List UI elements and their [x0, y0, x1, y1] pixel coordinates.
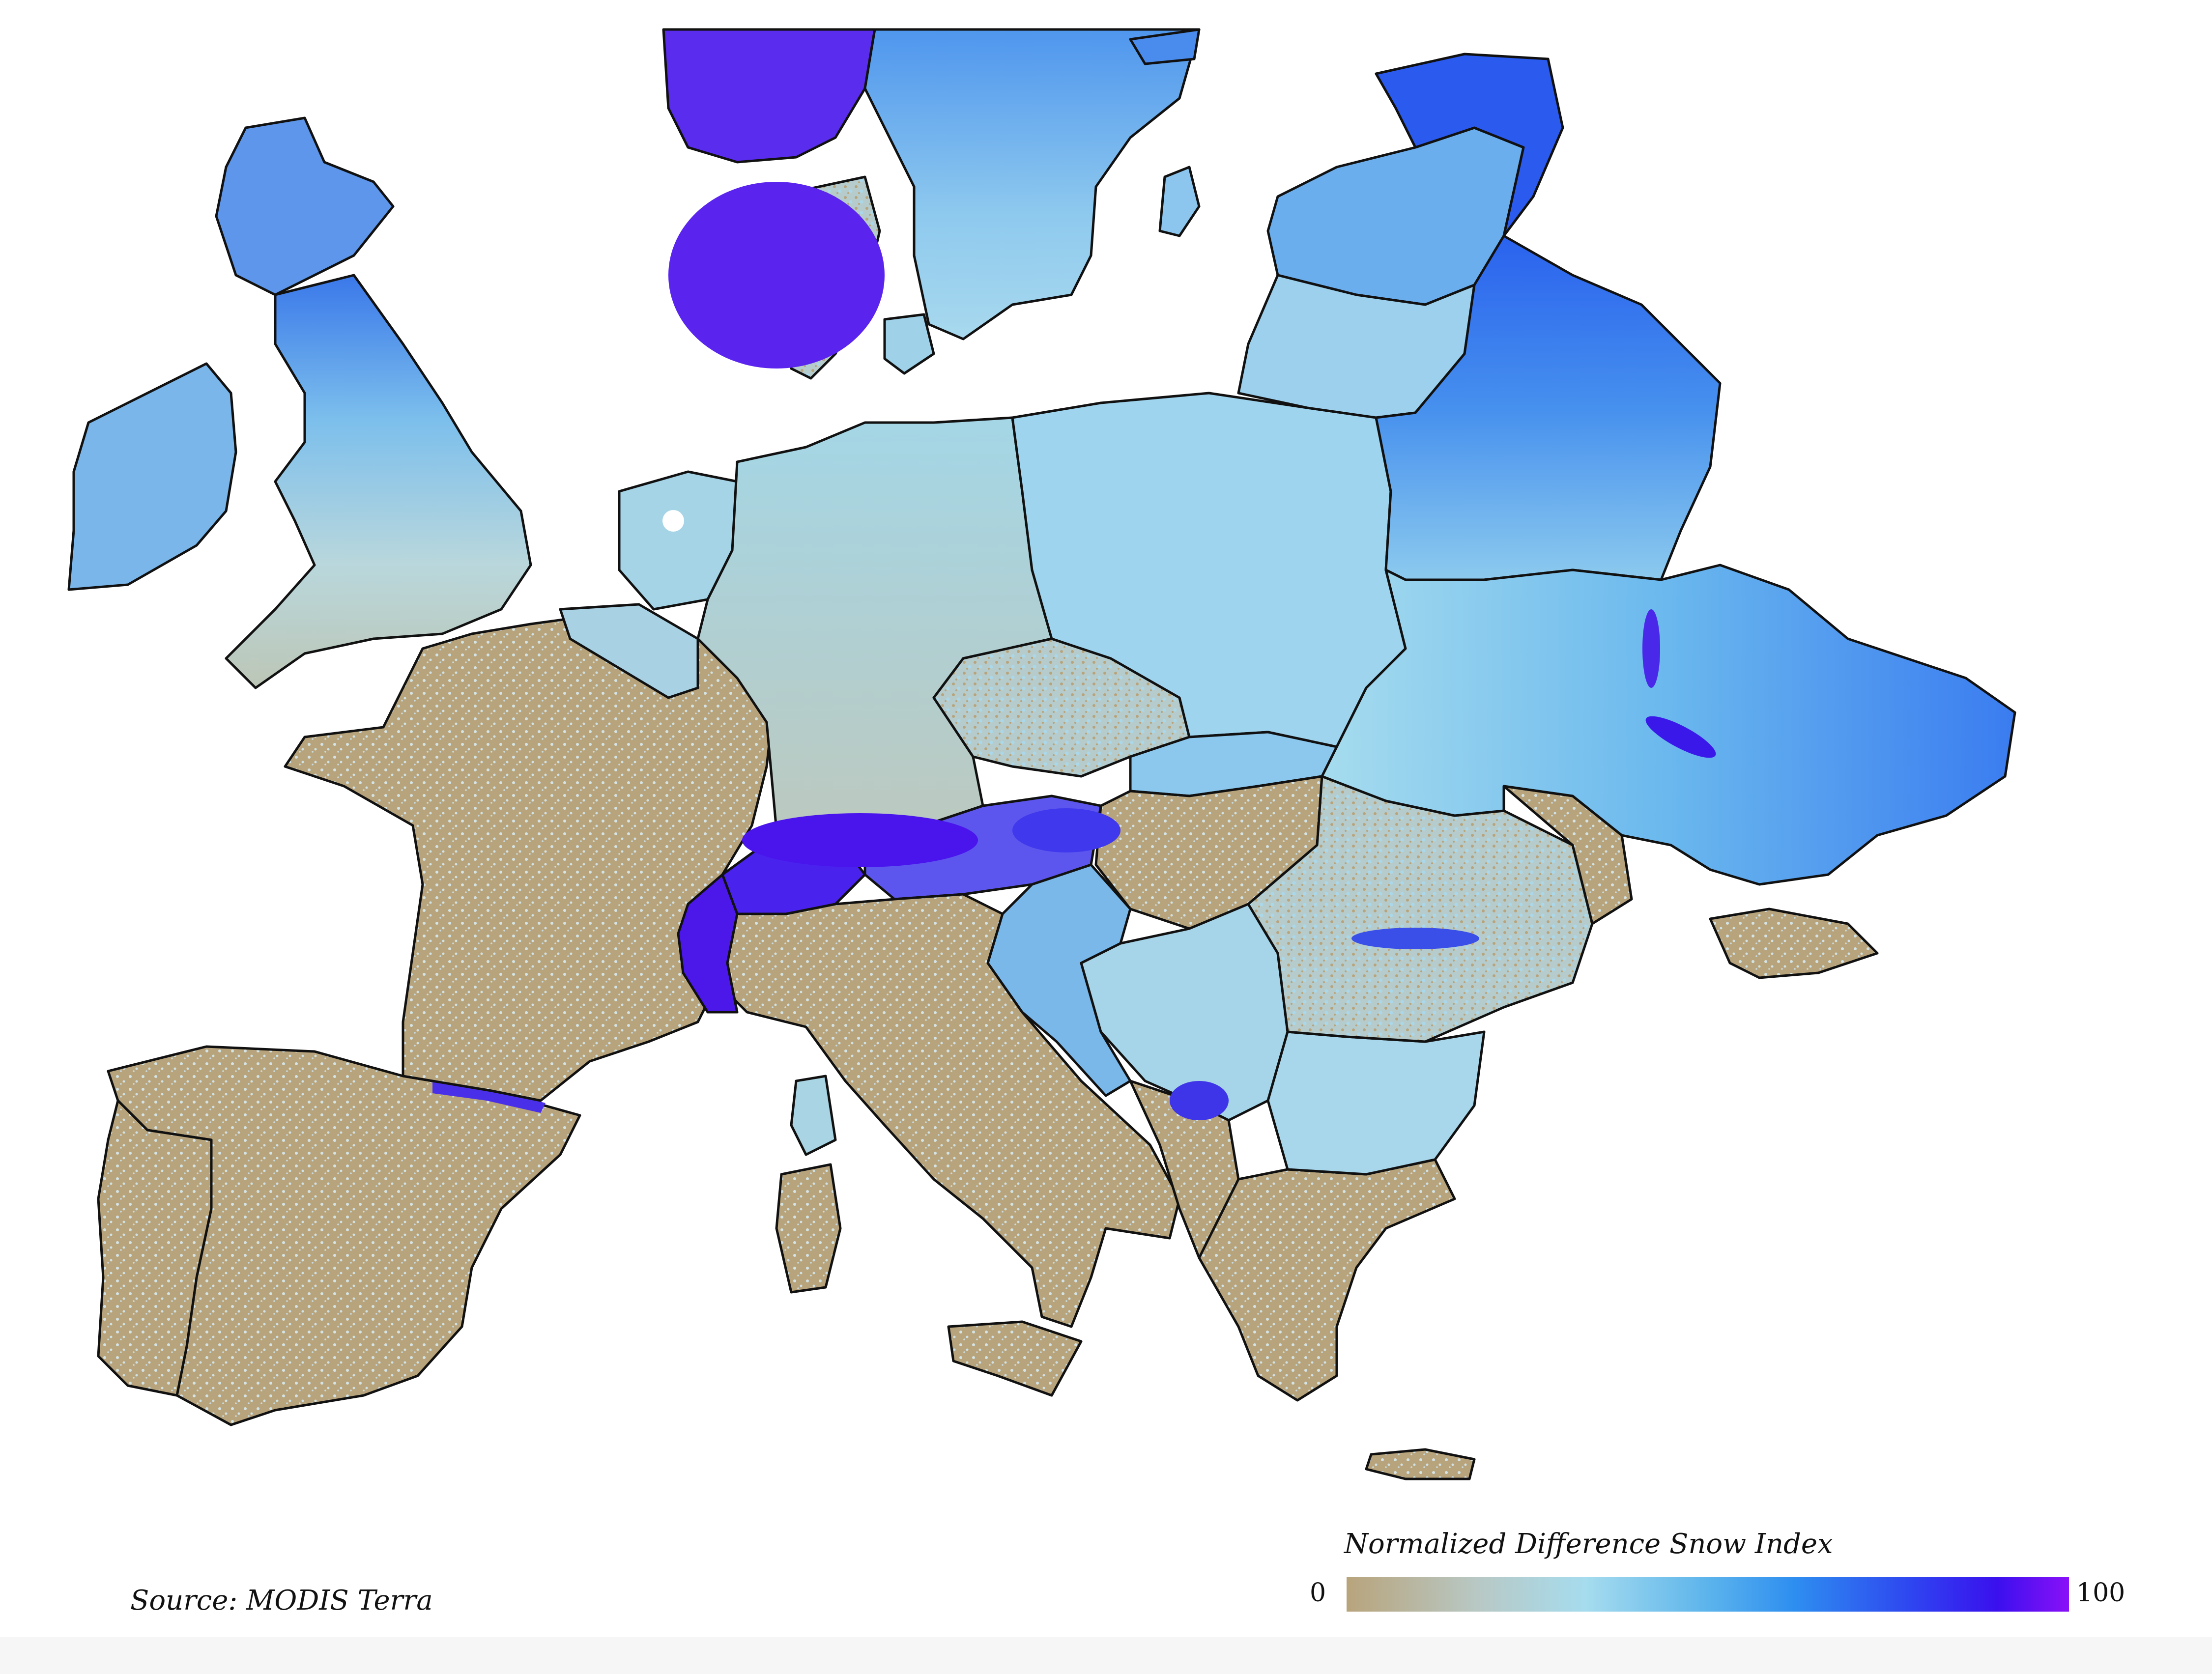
island-zealand: [883, 313, 935, 375]
region-belgium-lux: [559, 603, 699, 699]
dnieper-snow: [1642, 609, 1660, 688]
alps-central-snow: [742, 813, 978, 867]
region-germany: [696, 416, 1053, 837]
legend-title: Normalized Difference Snow Index: [1344, 1528, 1833, 1560]
norway-snow: [668, 182, 885, 369]
region-bulgaria: [1266, 1030, 1486, 1176]
carpathian-snow: [1351, 928, 1479, 949]
region-crimea: [1709, 908, 1879, 979]
region-italy: [716, 893, 1181, 1328]
source-credit: Source: MODIS Terra: [130, 1585, 433, 1617]
region-sweden: [863, 28, 1201, 340]
legend-colorbar: [1347, 1577, 2069, 1612]
legend-max-label: 100: [2076, 1578, 2126, 1608]
island-sicily: [947, 1320, 1083, 1397]
region-scotland: [215, 116, 395, 296]
region-greece: [1198, 1158, 1456, 1402]
alps-western-snow: [677, 873, 739, 1014]
pyrenees-snow: [432, 1081, 546, 1113]
dinaric-snow: [1170, 1081, 1229, 1120]
legend-colorbar-fill: [1347, 1577, 2069, 1612]
island-corsica: [790, 1075, 837, 1156]
region-finland-edge: [1129, 28, 1201, 65]
region-norway: [662, 28, 876, 164]
ukraine-snow-patch: [1645, 716, 1716, 758]
region-ireland: [67, 362, 237, 591]
island-crete: [1365, 1448, 1476, 1480]
legend-min-label: 0: [1310, 1578, 1326, 1608]
ijsselmeer: [662, 510, 684, 532]
alps-eastern-snow: [1012, 808, 1120, 852]
island-sardinia: [775, 1163, 842, 1294]
region-portugal: [97, 1099, 213, 1397]
region-england-wales: [225, 274, 532, 689]
footer-band: [0, 1637, 2212, 1674]
island-gotland: [1158, 166, 1201, 237]
